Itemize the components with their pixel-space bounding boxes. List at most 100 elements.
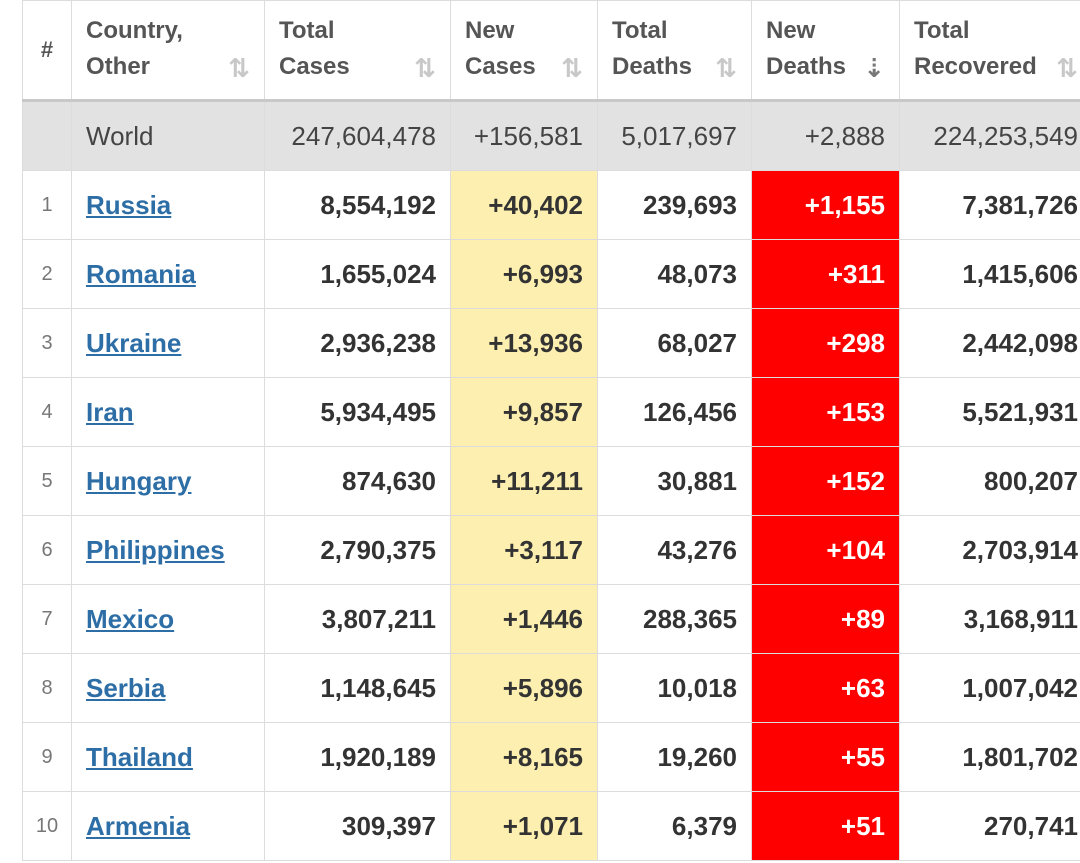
country-link[interactable]: Philippines <box>86 534 225 565</box>
sort-icon[interactable]: ⇅ <box>228 53 250 83</box>
rank-cell: 6 <box>22 515 72 585</box>
table-row: 8 Serbia 1,148,645 +5,896 10,018 +63 1,007,042 <box>22 653 1080 723</box>
new-cases-cell: +9,857 <box>450 377 598 447</box>
country-link[interactable]: Romania <box>86 258 196 289</box>
new-deaths-cell: +152 <box>751 446 900 516</box>
total-deaths-cell: 68,027 <box>597 308 752 378</box>
total-deaths-cell: 30,881 <box>597 446 752 516</box>
country-cell: Mexico <box>71 584 265 654</box>
world-new-deaths: +2,888 <box>751 100 900 171</box>
rank-cell: 8 <box>22 653 72 723</box>
rank-cell: 4 <box>22 377 72 447</box>
world-total-recovered: 224,253,549 <box>899 100 1080 171</box>
country-link[interactable]: Thailand <box>86 741 193 772</box>
rank-cell: 7 <box>22 584 72 654</box>
country-link[interactable]: Russia <box>86 189 172 220</box>
country-cell: Romania <box>71 239 265 309</box>
total-cases-cell: 3,807,211 <box>264 584 451 654</box>
total-recovered-cell: 5,521,931 <box>899 377 1080 447</box>
world-rank <box>22 100 72 171</box>
table-row: 5 Hungary 874,630 +11,211 30,881 +152 800,207 <box>22 446 1080 516</box>
country-cell: Serbia <box>71 653 265 723</box>
world-total-deaths: 5,017,697 <box>597 100 752 171</box>
total-recovered-cell: 7,381,726 <box>899 170 1080 240</box>
total-cases-cell: 2,790,375 <box>264 515 451 585</box>
rank-cell: 10 <box>22 791 72 861</box>
sort-icon[interactable]: ⇅ <box>715 53 737 83</box>
new-cases-cell: +40,402 <box>450 170 598 240</box>
country-link[interactable]: Serbia <box>86 672 166 703</box>
table-row: 10 Armenia 309,397 +1,071 6,379 +51 270,741 <box>22 791 1080 861</box>
table-row: 7 Mexico 3,807,211 +1,446 288,365 +89 3,168,91… <box>22 584 1080 654</box>
new-deaths-cell: +51 <box>751 791 900 861</box>
total-cases-cell: 309,397 <box>264 791 451 861</box>
rank-cell: 5 <box>22 446 72 516</box>
table-row: 1 Russia 8,554,192 +40,402 239,693 +1,155 7,38… <box>22 170 1080 240</box>
country-cell: Hungary <box>71 446 265 516</box>
total-deaths-cell: 43,276 <box>597 515 752 585</box>
total-deaths-cell: 10,018 <box>597 653 752 723</box>
header-country[interactable]: Country, Other ⇅ <box>71 0 265 102</box>
total-recovered-cell: 270,741 <box>899 791 1080 861</box>
table-row: 9 Thailand 1,920,189 +8,165 19,260 +55 1,801,7… <box>22 722 1080 792</box>
table-row: 2 Romania 1,655,024 +6,993 48,073 +311 1,415,6… <box>22 239 1080 309</box>
country-cell: Iran <box>71 377 265 447</box>
total-recovered-cell: 2,442,098 <box>899 308 1080 378</box>
total-recovered-cell: 1,007,042 <box>899 653 1080 723</box>
country-link[interactable]: Iran <box>86 396 134 427</box>
header-total-cases[interactable]: Total Cases ⇅ <box>264 0 451 102</box>
header-new-cases[interactable]: New Cases ⇅ <box>450 0 598 102</box>
total-deaths-cell: 239,693 <box>597 170 752 240</box>
new-cases-cell: +3,117 <box>450 515 598 585</box>
sort-descending-icon[interactable]: ⇣ <box>863 53 885 83</box>
new-deaths-cell: +89 <box>751 584 900 654</box>
rank-cell: 3 <box>22 308 72 378</box>
new-cases-cell: +6,993 <box>450 239 598 309</box>
header-rank[interactable]: # <box>22 0 72 102</box>
total-cases-cell: 1,148,645 <box>264 653 451 723</box>
table-row: 4 Iran 5,934,495 +9,857 126,456 +153 5,521,931 <box>22 377 1080 447</box>
new-cases-cell: +13,936 <box>450 308 598 378</box>
table-row: 3 Ukraine 2,936,238 +13,936 68,027 +298 2,442,… <box>22 308 1080 378</box>
total-recovered-cell: 3,168,911 <box>899 584 1080 654</box>
new-deaths-cell: +153 <box>751 377 900 447</box>
header-row: # Country, Other ⇅ Total Cases ⇅ New Cas… <box>22 0 1080 102</box>
new-deaths-cell: +1,155 <box>751 170 900 240</box>
header-total-recovered[interactable]: Total Recovered ⇅ <box>899 0 1080 102</box>
new-deaths-cell: +63 <box>751 653 900 723</box>
new-cases-cell: +11,211 <box>450 446 598 516</box>
new-cases-cell: +5,896 <box>450 653 598 723</box>
new-deaths-cell: +55 <box>751 722 900 792</box>
header-new-deaths[interactable]: New Deaths ⇣ <box>751 0 900 102</box>
country-link[interactable]: Armenia <box>86 810 191 841</box>
total-recovered-cell: 800,207 <box>899 446 1080 516</box>
country-cell: Russia <box>71 170 265 240</box>
total-cases-cell: 5,934,495 <box>264 377 451 447</box>
new-deaths-cell: +311 <box>751 239 900 309</box>
table-row: 6 Philippines 2,790,375 +3,117 43,276 +104 2,7… <box>22 515 1080 585</box>
header-total-deaths[interactable]: Total Deaths ⇅ <box>597 0 752 102</box>
sort-icon[interactable]: ⇅ <box>1056 53 1078 83</box>
total-deaths-cell: 6,379 <box>597 791 752 861</box>
country-link[interactable]: Mexico <box>86 603 175 634</box>
new-cases-cell: +1,071 <box>450 791 598 861</box>
country-cell: Ukraine <box>71 308 265 378</box>
rank-cell: 1 <box>22 170 72 240</box>
country-cell: Armenia <box>71 791 265 861</box>
world-new-cases: +156,581 <box>450 100 598 171</box>
country-link[interactable]: Hungary <box>86 465 192 496</box>
total-cases-cell: 874,630 <box>264 446 451 516</box>
total-deaths-cell: 19,260 <box>597 722 752 792</box>
total-recovered-cell: 1,801,702 <box>899 722 1080 792</box>
new-cases-cell: +1,446 <box>450 584 598 654</box>
covid-stats-table: # Country, Other ⇅ Total Cases ⇅ New Cas… <box>22 0 1080 861</box>
country-link[interactable]: Ukraine <box>86 327 182 358</box>
country-cell: Thailand <box>71 722 265 792</box>
total-deaths-cell: 126,456 <box>597 377 752 447</box>
total-recovered-cell: 1,415,606 <box>899 239 1080 309</box>
sort-icon[interactable]: ⇅ <box>561 53 583 83</box>
new-cases-cell: +8,165 <box>450 722 598 792</box>
rank-cell: 9 <box>22 722 72 792</box>
sort-icon[interactable]: ⇅ <box>414 53 436 83</box>
world-row: World 247,604,478 +156,581 5,017,697 +2,… <box>22 100 1080 171</box>
